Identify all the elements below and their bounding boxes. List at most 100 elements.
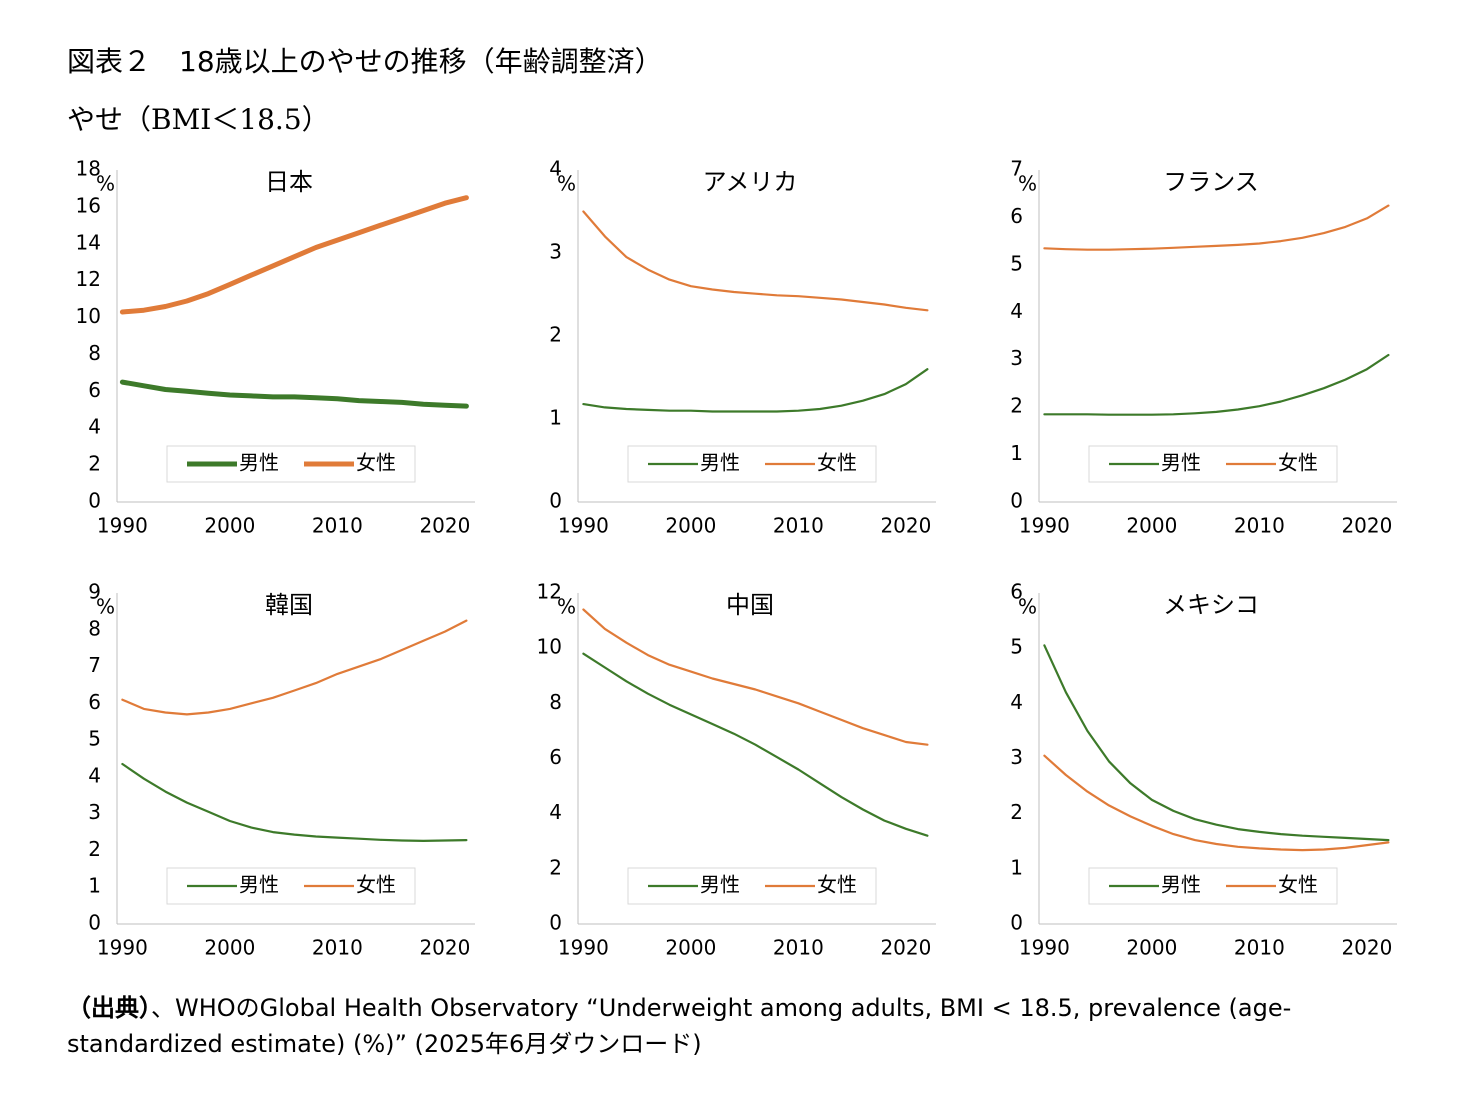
legend-label: 男性 — [1161, 451, 1201, 475]
x-tick-label: 2010 — [312, 514, 363, 538]
y-tick-label: 18 — [76, 157, 101, 181]
line — [582, 210, 929, 312]
y-tick-label: 10 — [537, 635, 562, 659]
chart-title: フランス — [1163, 168, 1259, 196]
y-tick-label: 12 — [537, 580, 562, 604]
y-tick-label: 0 — [88, 911, 101, 935]
unit-label: % — [557, 172, 576, 196]
y-tick-label: 1 — [1010, 855, 1023, 879]
y-tick-label: 6 — [1010, 204, 1023, 228]
y-tick-label: 3 — [1010, 745, 1023, 769]
y-tick-label: 6 — [88, 378, 101, 402]
line — [119, 195, 469, 315]
line — [582, 368, 929, 413]
y-tick-label: 2 — [549, 323, 562, 347]
y-tick-label: 2 — [1010, 800, 1023, 824]
y-tick-label: 3 — [88, 800, 101, 824]
x-tick-label: 2010 — [1234, 936, 1285, 960]
y-tick-label: 14 — [76, 230, 101, 254]
x-tick-label: 2000 — [1126, 514, 1177, 538]
chart-title: 中国 — [726, 591, 774, 619]
x-tick-label: 1990 — [1019, 936, 1070, 960]
y-tick-label: 4 — [549, 157, 562, 181]
source-text: 、WHOのGlobal Health Observatory “Underwei… — [67, 994, 1292, 1058]
y-tick-label: 10 — [76, 304, 101, 328]
x-tick-label: 2000 — [204, 514, 255, 538]
y-tick-label: 7 — [88, 653, 101, 677]
y-tick-label: 0 — [88, 489, 101, 513]
line — [582, 608, 929, 746]
line — [121, 762, 468, 842]
y-tick-label: 5 — [1010, 635, 1023, 659]
y-tick-label: 6 — [549, 745, 562, 769]
x-tick-label: 1990 — [558, 936, 609, 960]
x-tick-label: 2020 — [880, 936, 931, 960]
x-tick-label: 2010 — [773, 936, 824, 960]
x-tick-label: 2020 — [419, 936, 470, 960]
y-tick-label: 1 — [88, 874, 101, 898]
line — [1043, 644, 1390, 842]
legend-label: 男性 — [700, 873, 740, 897]
x-tick-label: 1990 — [1019, 514, 1070, 538]
chart-title: 日本 — [265, 168, 313, 196]
y-tick-label: 2 — [1010, 394, 1023, 418]
chart-title: アメリカ — [703, 168, 798, 196]
x-tick-label: 2010 — [1234, 514, 1285, 538]
x-tick-label: 2000 — [1126, 936, 1177, 960]
figure-subtitle: やせ（BMI＜18.5） — [67, 103, 330, 136]
y-tick-label: 5 — [88, 727, 101, 751]
chart-title: メキシコ — [1163, 591, 1259, 619]
y-tick-label: 2 — [88, 837, 101, 861]
y-tick-label: 8 — [88, 616, 101, 640]
y-tick-label: 9 — [88, 580, 101, 604]
figure-title: 図表２ 18歳以上のやせの推移（年齢調整済） — [67, 45, 663, 78]
y-tick-label: 7 — [1010, 157, 1023, 181]
y-tick-label: 0 — [1010, 489, 1023, 513]
line — [582, 652, 929, 837]
y-tick-label: 4 — [88, 415, 101, 439]
x-tick-label: 2020 — [880, 514, 931, 538]
x-tick-label: 2000 — [665, 936, 716, 960]
y-tick-label: 3 — [1010, 346, 1023, 370]
x-tick-label: 2010 — [312, 936, 363, 960]
legend-box — [166, 867, 416, 905]
x-tick-label: 1990 — [97, 514, 148, 538]
line — [1043, 204, 1390, 251]
y-tick-label: 4 — [1010, 299, 1023, 323]
y-tick-label: 3 — [549, 240, 562, 264]
y-tick-label: 4 — [88, 763, 101, 787]
line — [1043, 754, 1390, 852]
y-tick-label: 0 — [549, 911, 562, 935]
legend-label: 女性 — [356, 451, 396, 475]
chart-title: 韓国 — [265, 591, 313, 619]
y-tick-label: 6 — [88, 690, 101, 714]
x-tick-label: 1990 — [558, 514, 609, 538]
y-tick-label: 5 — [1010, 251, 1023, 275]
legend-label: 女性 — [817, 451, 857, 475]
y-tick-label: 6 — [1010, 580, 1023, 604]
x-tick-label: 2020 — [419, 514, 470, 538]
x-tick-label: 2010 — [773, 514, 824, 538]
y-tick-label: 8 — [88, 341, 101, 365]
unit-label: % — [1018, 172, 1037, 196]
line — [119, 379, 469, 409]
line — [1043, 353, 1390, 416]
y-tick-label: 16 — [76, 193, 101, 217]
y-tick-label: 4 — [549, 800, 562, 824]
y-tick-label: 8 — [549, 690, 562, 714]
unit-label: % — [557, 595, 576, 619]
y-tick-label: 2 — [549, 855, 562, 879]
legend-label: 男性 — [700, 451, 740, 475]
unit-label: % — [96, 595, 115, 619]
line — [121, 619, 468, 716]
x-tick-label: 1990 — [97, 936, 148, 960]
x-tick-label: 2020 — [1341, 514, 1392, 538]
x-tick-label: 2000 — [665, 514, 716, 538]
y-tick-label: 0 — [549, 489, 562, 513]
y-tick-label: 12 — [76, 267, 101, 291]
legend-label: 男性 — [239, 873, 279, 897]
legend-label: 女性 — [1278, 873, 1318, 897]
y-tick-label: 4 — [1010, 690, 1023, 714]
